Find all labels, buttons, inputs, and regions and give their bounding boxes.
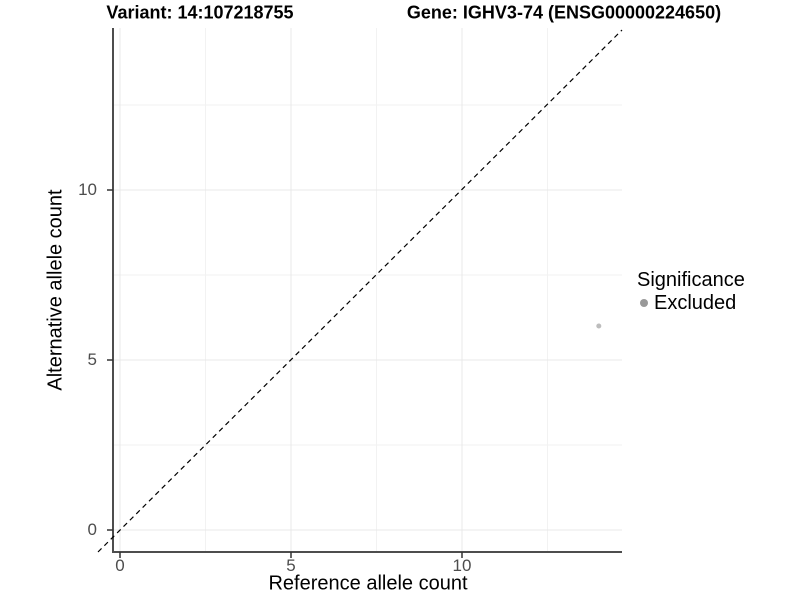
x-tick-label-10: 10 [452, 556, 472, 575]
plot-title-variant: Variant: 14:107218755 [106, 2, 294, 23]
legend: Significance Excluded [637, 269, 745, 314]
y-axis-title: Alternative allele count [44, 189, 67, 391]
legend-key-dot-icon [640, 299, 648, 307]
major-gridlines [113, 28, 622, 552]
y-tick-label-0: 0 [87, 520, 97, 539]
identity-line [97, 29, 623, 553]
legend-title: Significance [637, 269, 745, 291]
legend-item-label: Excluded [654, 291, 737, 314]
x-tick-label-5: 5 [286, 556, 296, 575]
x-tick-label-0: 0 [115, 556, 125, 575]
legend-item-excluded: Excluded [637, 292, 745, 314]
axis-tick-marks [107, 189, 463, 558]
y-tick-label-5: 5 [87, 350, 97, 369]
x-axis-title: Reference allele count [268, 572, 468, 595]
data-point [596, 323, 602, 329]
y-tick-label-10: 10 [78, 180, 97, 199]
plot-title-gene: Gene: IGHV3-74 (ENSG00000224650) [406, 2, 722, 23]
axis-lines [112, 28, 622, 553]
minor-gridlines [113, 28, 622, 552]
